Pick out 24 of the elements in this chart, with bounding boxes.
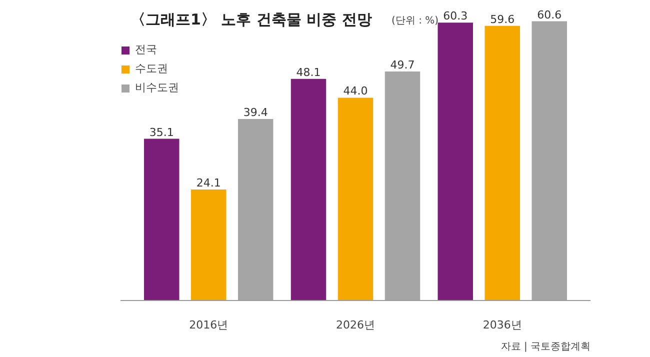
chart-title: 〈그래프1〉 노후 건축물 비중 전망 <box>130 10 372 28</box>
data-label: 60.6 <box>537 8 562 22</box>
x-tick-label: 2026년 <box>336 318 376 332</box>
x-tick-label: 2016년 <box>189 318 228 332</box>
bar <box>290 78 326 300</box>
text: 자료 | 국토종합계획 <box>500 342 591 352</box>
data-label: 44.0 <box>343 84 368 98</box>
bar <box>144 138 180 300</box>
bar <box>338 98 374 300</box>
data-label: 49.7 <box>390 58 415 72</box>
data-label: 60.3 <box>443 10 468 23</box>
legend-label: 비수도권 <box>135 80 179 95</box>
chart-subtitle: (단위 : %) <box>392 16 439 26</box>
data-label: 48.1 <box>296 66 321 79</box>
data-label: 39.4 <box>243 106 268 119</box>
data-label: 24.1 <box>196 176 221 190</box>
data-label: 59.6 <box>490 12 515 26</box>
legend-label: 전국 <box>135 42 157 57</box>
data-label: 35.1 <box>149 126 174 139</box>
x-tick-label: 2036년 <box>482 318 522 332</box>
legend-label: 수도권 <box>135 61 168 76</box>
bar <box>191 189 226 300</box>
bar <box>484 26 520 300</box>
bar <box>438 22 473 300</box>
